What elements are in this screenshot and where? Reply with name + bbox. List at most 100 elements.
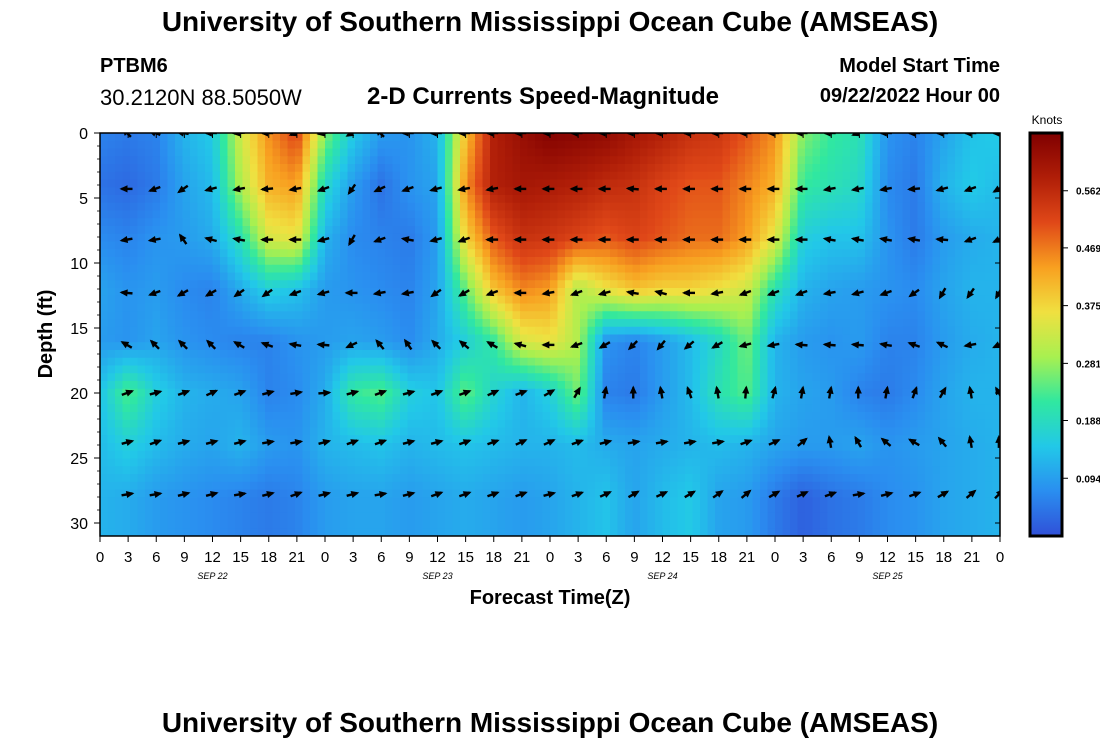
- heatmap-cell: [595, 195, 604, 204]
- heatmap-cell: [167, 257, 176, 266]
- heatmap-cell: [437, 218, 446, 227]
- heatmap-cell: [287, 264, 296, 274]
- heatmap-cell: [842, 435, 851, 444]
- heatmap-cell: [812, 350, 821, 359]
- heatmap-cell: [377, 357, 386, 367]
- heatmap-cell: [820, 419, 829, 429]
- heatmap-cell: [160, 272, 169, 281]
- heatmap-cell: [520, 419, 529, 429]
- heatmap-cell: [812, 412, 821, 421]
- heatmap-cell: [767, 148, 776, 157]
- heatmap-cell: [280, 210, 289, 219]
- heatmap-cell: [910, 171, 919, 181]
- heatmap-cell: [190, 427, 199, 436]
- heatmap-cell: [242, 195, 251, 204]
- heatmap-cell: [692, 357, 701, 367]
- heatmap-cell: [415, 148, 424, 157]
- heatmap-cell: [572, 334, 581, 343]
- heatmap-cell: [752, 295, 761, 305]
- heatmap-cell: [647, 427, 656, 436]
- heatmap-cell: [280, 381, 289, 390]
- heatmap-cell: [325, 195, 334, 204]
- heatmap-cell: [565, 412, 574, 421]
- heatmap-cell: [587, 303, 596, 312]
- heatmap-cell: [617, 264, 626, 274]
- heatmap-cell: [257, 319, 266, 328]
- heatmap-cell: [895, 210, 904, 219]
- heatmap-cell: [857, 443, 866, 452]
- heatmap-cell: [782, 249, 791, 258]
- heatmap-cell: [482, 179, 491, 188]
- heatmap-cell: [827, 365, 836, 374]
- heatmap-cell: [820, 164, 829, 173]
- heatmap-cell: [542, 419, 551, 429]
- heatmap-cell: [452, 357, 461, 367]
- heatmap-cell: [977, 272, 986, 281]
- heatmap-cell: [490, 381, 499, 390]
- heatmap-cell: [820, 179, 829, 188]
- heatmap-cell: [400, 257, 409, 266]
- heatmap-cell: [542, 381, 551, 390]
- heatmap-cell: [475, 280, 484, 289]
- heatmap-cell: [835, 171, 844, 181]
- heatmap-cell: [205, 164, 214, 173]
- heatmap-cell: [662, 319, 671, 328]
- heatmap-cell: [677, 164, 686, 173]
- heatmap-cell: [362, 171, 371, 181]
- heatmap-cell: [130, 450, 139, 460]
- heatmap-cell: [407, 140, 416, 150]
- heatmap-cell: [842, 412, 851, 421]
- heatmap-cell: [332, 319, 341, 328]
- heatmap-cell: [655, 396, 664, 405]
- heatmap-cell: [475, 443, 484, 452]
- heatmap-cell: [782, 202, 791, 212]
- heatmap-cell: [212, 288, 221, 297]
- heatmap-cell: [340, 171, 349, 181]
- heatmap-cell: [715, 373, 724, 382]
- heatmap-cell: [332, 311, 341, 320]
- heatmap-cell: [977, 404, 986, 413]
- heatmap-cell: [482, 133, 491, 142]
- heatmap-cell: [925, 249, 934, 258]
- heatmap-cell: [355, 280, 364, 289]
- heatmap-cell: [850, 303, 859, 312]
- heatmap-cell: [212, 435, 221, 444]
- heatmap-cell: [760, 241, 769, 250]
- heatmap-cell: [115, 381, 124, 390]
- heatmap-cell: [625, 443, 634, 452]
- heatmap-cell: [445, 171, 454, 181]
- heatmap-cell: [497, 226, 506, 235]
- heatmap-cell: [595, 404, 604, 413]
- heatmap-cell: [407, 334, 416, 343]
- heatmap-cell: [865, 133, 874, 142]
- heatmap-cell: [955, 249, 964, 258]
- heatmap-cell: [467, 241, 476, 250]
- heatmap-cell: [640, 443, 649, 452]
- heatmap-cell: [497, 156, 506, 165]
- heatmap-cell: [805, 288, 814, 297]
- heatmap-cell: [557, 280, 566, 289]
- heatmap-cell: [490, 210, 499, 219]
- heatmap-cell: [385, 450, 394, 460]
- heatmap-cell: [872, 202, 881, 212]
- heatmap-cell: [257, 326, 266, 336]
- heatmap-cell: [752, 187, 761, 196]
- heatmap-cell: [655, 427, 664, 436]
- heatmap-cell: [752, 357, 761, 367]
- heatmap-cell: [310, 435, 319, 444]
- heatmap-cell: [715, 350, 724, 359]
- heatmap-cell: [287, 435, 296, 444]
- heatmap-cell: [925, 412, 934, 421]
- heatmap-cell: [340, 164, 349, 173]
- heatmap-cell: [430, 419, 439, 429]
- heatmap-cell: [730, 233, 739, 243]
- heatmap-cell: [932, 140, 941, 150]
- heatmap-cell: [347, 257, 356, 266]
- heatmap-cell: [737, 443, 746, 452]
- heatmap-cell: [992, 148, 1000, 157]
- heatmap-cell: [512, 171, 521, 181]
- heatmap-cell: [992, 280, 1000, 289]
- heatmap-cell: [460, 319, 469, 328]
- heatmap-cell: [775, 311, 784, 320]
- heatmap-cell: [850, 412, 859, 421]
